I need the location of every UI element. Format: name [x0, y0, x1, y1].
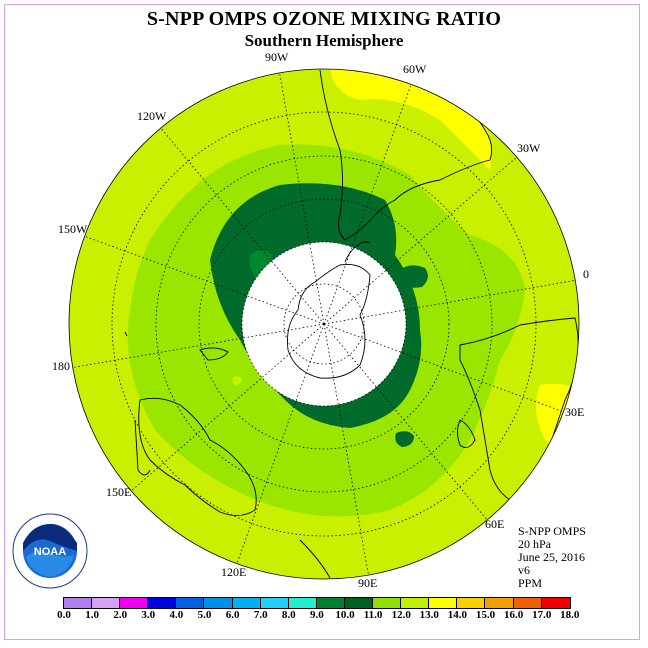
colorbar-tick-label: 2.0 [113, 609, 128, 621]
info-block: S-NPP OMPS 20 hPa June 25, 2016 v6 PPM [518, 525, 586, 590]
colorbar-tick-label: 14.0 [447, 609, 468, 621]
info-version: v6 [518, 563, 530, 577]
info-date: June 25, 2016 [518, 550, 585, 564]
colorbar-swatch [513, 598, 542, 608]
colorbar-tick-label: 1.0 [85, 609, 99, 621]
lon-label-150e: 150E [106, 485, 132, 499]
colorbar-swatch [204, 598, 233, 608]
colorbar-swatch [176, 598, 205, 608]
lon-label-120e: 120E [221, 565, 247, 579]
band-11-spot [232, 376, 242, 386]
colorbar-swatch [373, 598, 402, 608]
colorbar-tick-label: 16.0 [503, 609, 524, 621]
lon-label-0: 0 [583, 267, 589, 281]
colorbar-swatch [92, 598, 121, 608]
colorbar-tick-label: 17.0 [532, 609, 552, 621]
graticule [69, 69, 578, 579]
band-10-spot-east [400, 265, 428, 288]
lon-label-120w: 120W [137, 109, 167, 123]
colorbar-ticks: 0.0 1.0 2.0 3.0 4.0 5.0 6.0 7.0 8.0 9.0 10.0 11.0 12… [0, 609, 648, 625]
colorbar-swatch [120, 598, 149, 608]
colorbar-tick-label: 11.0 [363, 609, 383, 621]
lon-label-60w: 60W [403, 62, 427, 76]
colorbar-swatch [232, 598, 261, 608]
colorbar-swatch [485, 598, 514, 608]
colorbar-tick-label: 13.0 [419, 609, 439, 621]
lon-label-150w: 150W [58, 222, 88, 236]
colorbar-tick-label: 0.0 [57, 609, 71, 621]
lon-label-30e: 30E [565, 405, 585, 419]
band-10-spot-southeast [395, 431, 414, 447]
colorbar-swatch [401, 598, 430, 608]
colorbar-tick-label: 9.0 [310, 609, 324, 621]
lon-label-30w: 30W [517, 141, 541, 155]
noaa-logo: NOAA [12, 513, 88, 589]
colorbar-swatch [148, 598, 177, 608]
lon-label-60e: 60E [485, 517, 505, 531]
map-title: S-NPP OMPS OZONE MIXING RATIO [146, 8, 502, 30]
colorbar-swatch [541, 598, 570, 608]
colorbar [63, 597, 571, 609]
colorbar-tick-label: 5.0 [197, 609, 212, 621]
colorbar-tick-label: 15.0 [475, 609, 496, 621]
colorbar-tick-label: 12.0 [391, 609, 411, 621]
colorbar-tick-label: 6.0 [225, 609, 240, 621]
lon-label-90e: 90E [358, 576, 378, 590]
info-units: PPM [518, 576, 543, 590]
colorbar-swatch [260, 598, 289, 608]
colorbar-swatch [344, 598, 374, 608]
map-border [68, 68, 580, 580]
colorbar-tick-label: 10.0 [335, 609, 355, 621]
colorbar-swatch [457, 598, 486, 608]
colorbar-tick-label: 4.0 [169, 609, 184, 621]
colorbar-tick-label: 7.0 [253, 609, 268, 621]
colorbar-swatch [316, 598, 345, 608]
colorbar-swatch [64, 598, 93, 608]
yellow-region-east [536, 383, 579, 470]
figure-frame [4, 4, 640, 640]
noaa-logo-text: NOAA [34, 546, 66, 558]
colorbar-tick-label: 8.0 [281, 609, 296, 621]
colorbar-swatch [429, 598, 458, 608]
colorbar-tick-label: 18.0 [560, 609, 580, 621]
lon-label-90w: 90W [265, 50, 289, 64]
map-subtitle: Southern Hemisphere [244, 31, 404, 50]
info-level: 20 hPa [518, 537, 551, 551]
info-instrument: S-NPP OMPS [518, 524, 586, 538]
colorbar-swatch [288, 598, 317, 608]
lon-label-180: 180 [52, 359, 70, 373]
colorbar-tick-label: 3.0 [141, 609, 156, 621]
